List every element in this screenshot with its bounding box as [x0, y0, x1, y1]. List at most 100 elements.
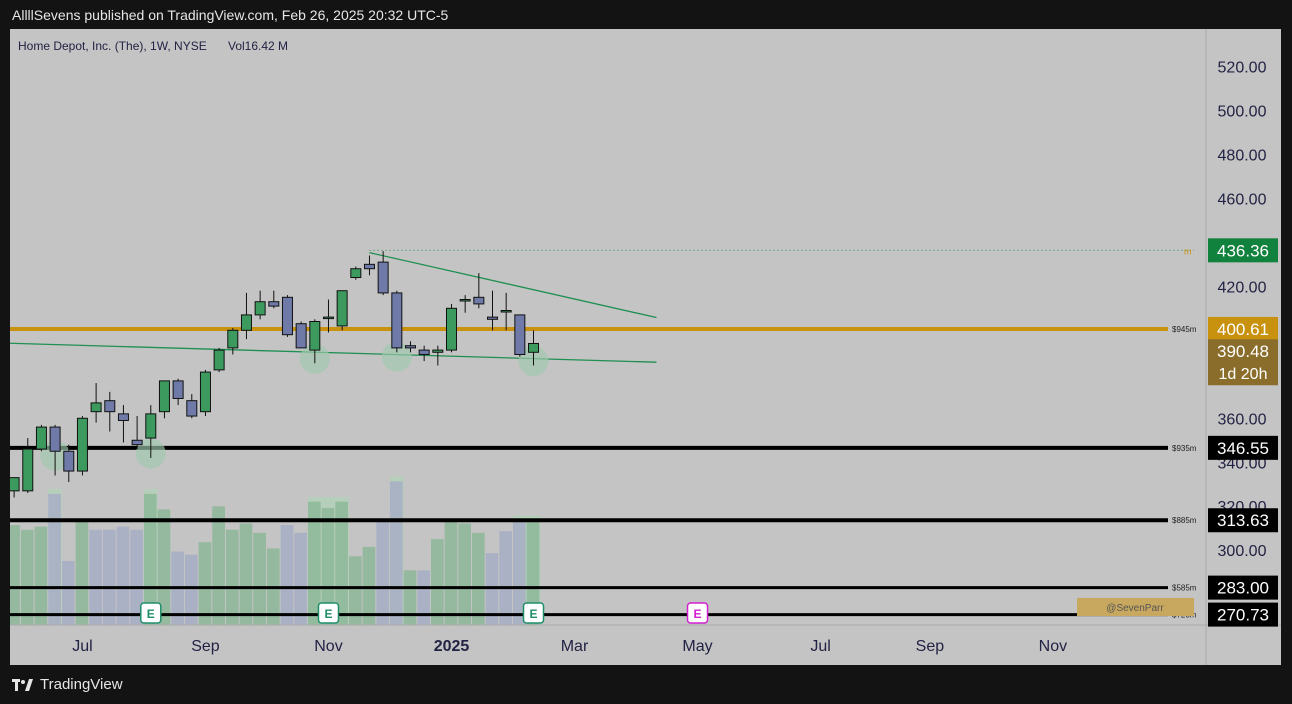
candle-body	[90, 402, 102, 413]
price-tag-label: 436.36	[1217, 241, 1269, 260]
candle-body	[240, 314, 252, 331]
trendline	[369, 252, 657, 319]
volume-bar	[513, 520, 526, 625]
volume-bar	[20, 529, 34, 625]
earnings-label: E	[147, 607, 155, 621]
watermark-box	[1077, 598, 1194, 616]
volume-bar	[307, 501, 321, 625]
volume-bar	[143, 493, 157, 625]
candle-body	[459, 299, 471, 302]
earnings-label: E	[324, 607, 332, 621]
volume-bar	[335, 501, 348, 625]
candle-body	[63, 450, 75, 472]
y-tick-label: 360.00	[1218, 411, 1267, 428]
candle-body	[322, 316, 334, 320]
current-price-label: 390.48	[1217, 342, 1269, 361]
price-tag	[1208, 316, 1278, 341]
volume-bar	[430, 539, 444, 625]
volume-bar	[89, 529, 102, 625]
candle-body	[336, 290, 348, 327]
earnings-label: E	[694, 607, 702, 621]
candle-body	[213, 349, 225, 371]
candle-body	[49, 426, 61, 452]
trendline	[10, 342, 657, 363]
earnings-marker	[522, 602, 545, 624]
tradingview-logo-icon	[12, 678, 33, 691]
candle-body	[117, 413, 129, 421]
chart-area[interactable]: m$945m$935m$885m$585m$720mEEEE@SevenParr…	[10, 29, 1281, 665]
x-tick-label: Nov	[314, 638, 342, 655]
candle-body	[432, 349, 444, 353]
y-tick-label: 300.00	[1218, 543, 1267, 560]
chart-title: Home Depot, Inc. (The), 1W, NYSE	[18, 39, 207, 53]
price-level-note: $885m	[1172, 516, 1197, 525]
price-level-note: $945m	[1172, 325, 1197, 334]
x-tick-label: Mar	[561, 638, 589, 655]
candle-body	[268, 301, 280, 307]
volume-bar	[280, 525, 294, 625]
candle-body	[445, 307, 457, 351]
volume-bar	[157, 509, 171, 625]
price-level-note: $935m	[1172, 444, 1197, 453]
volume-bar	[212, 506, 225, 625]
candlestick-chart[interactable]: m$945m$935m$885m$585m$720mEEEE@SevenParr…	[10, 29, 1281, 665]
candle-body	[391, 292, 403, 349]
price-tag-label: 346.55	[1217, 439, 1269, 458]
candle-body	[487, 316, 499, 320]
high-line-marker: m	[1184, 246, 1192, 256]
volume-bar	[321, 507, 335, 625]
price-tag-label: 313.63	[1217, 511, 1269, 530]
volume-label: Vol16.42 M	[228, 39, 288, 53]
volume-bar	[184, 554, 198, 625]
volume-bar	[376, 520, 389, 625]
volume-bar	[403, 570, 417, 625]
y-tick-label: 420.00	[1218, 279, 1267, 296]
price-level-note: $585m	[1172, 584, 1197, 593]
candle-body	[76, 417, 88, 472]
current-price-tag	[1208, 339, 1278, 386]
volume-bar	[294, 532, 307, 625]
candle-body	[350, 268, 362, 279]
earnings-label: E	[529, 607, 537, 621]
volume-bar	[458, 523, 471, 625]
candle-body	[227, 329, 239, 349]
y-tick-label: 500.00	[1218, 103, 1267, 120]
volume-bar	[253, 532, 266, 625]
watermark-text: @SevenParr	[1106, 603, 1164, 614]
x-tick-label: Sep	[916, 638, 945, 655]
volume-bar	[471, 532, 485, 625]
volume-bar	[75, 521, 89, 625]
y-tick-label: 460.00	[1218, 191, 1267, 208]
candle-body	[131, 439, 143, 446]
y-tick-label: 480.00	[1218, 147, 1267, 164]
price-tag	[1208, 508, 1278, 533]
earnings-marker	[686, 602, 709, 624]
publisher-header: AllllSevens published on TradingView.com…	[12, 7, 449, 23]
volume-bar	[444, 520, 458, 625]
price-tag	[1208, 575, 1278, 600]
price-tag-label: 270.73	[1217, 606, 1269, 625]
volume-bar	[116, 526, 130, 625]
candle-body	[500, 310, 512, 313]
candle-body	[295, 323, 307, 349]
x-tick-label: May	[682, 638, 712, 655]
candle-body	[281, 296, 293, 336]
candle-body	[158, 380, 170, 413]
volume-bar	[225, 529, 239, 625]
volume-bar	[198, 542, 212, 625]
candle-body	[377, 261, 389, 294]
price-tag	[1208, 435, 1278, 460]
y-tick-label: 520.00	[1218, 59, 1267, 76]
volume-bar	[389, 481, 403, 625]
volume-bar	[34, 526, 48, 625]
earnings-marker	[317, 602, 340, 624]
candle-body	[10, 477, 20, 492]
volume-bar	[499, 531, 513, 625]
footer: TradingView	[12, 676, 123, 693]
price-tag	[1208, 238, 1278, 263]
pivot-highlight	[381, 341, 412, 372]
x-tick-label: Jul	[72, 638, 92, 655]
bar-countdown-label: 1d 20h	[1219, 366, 1268, 383]
earnings-marker	[140, 602, 162, 624]
candle-body	[145, 413, 157, 439]
